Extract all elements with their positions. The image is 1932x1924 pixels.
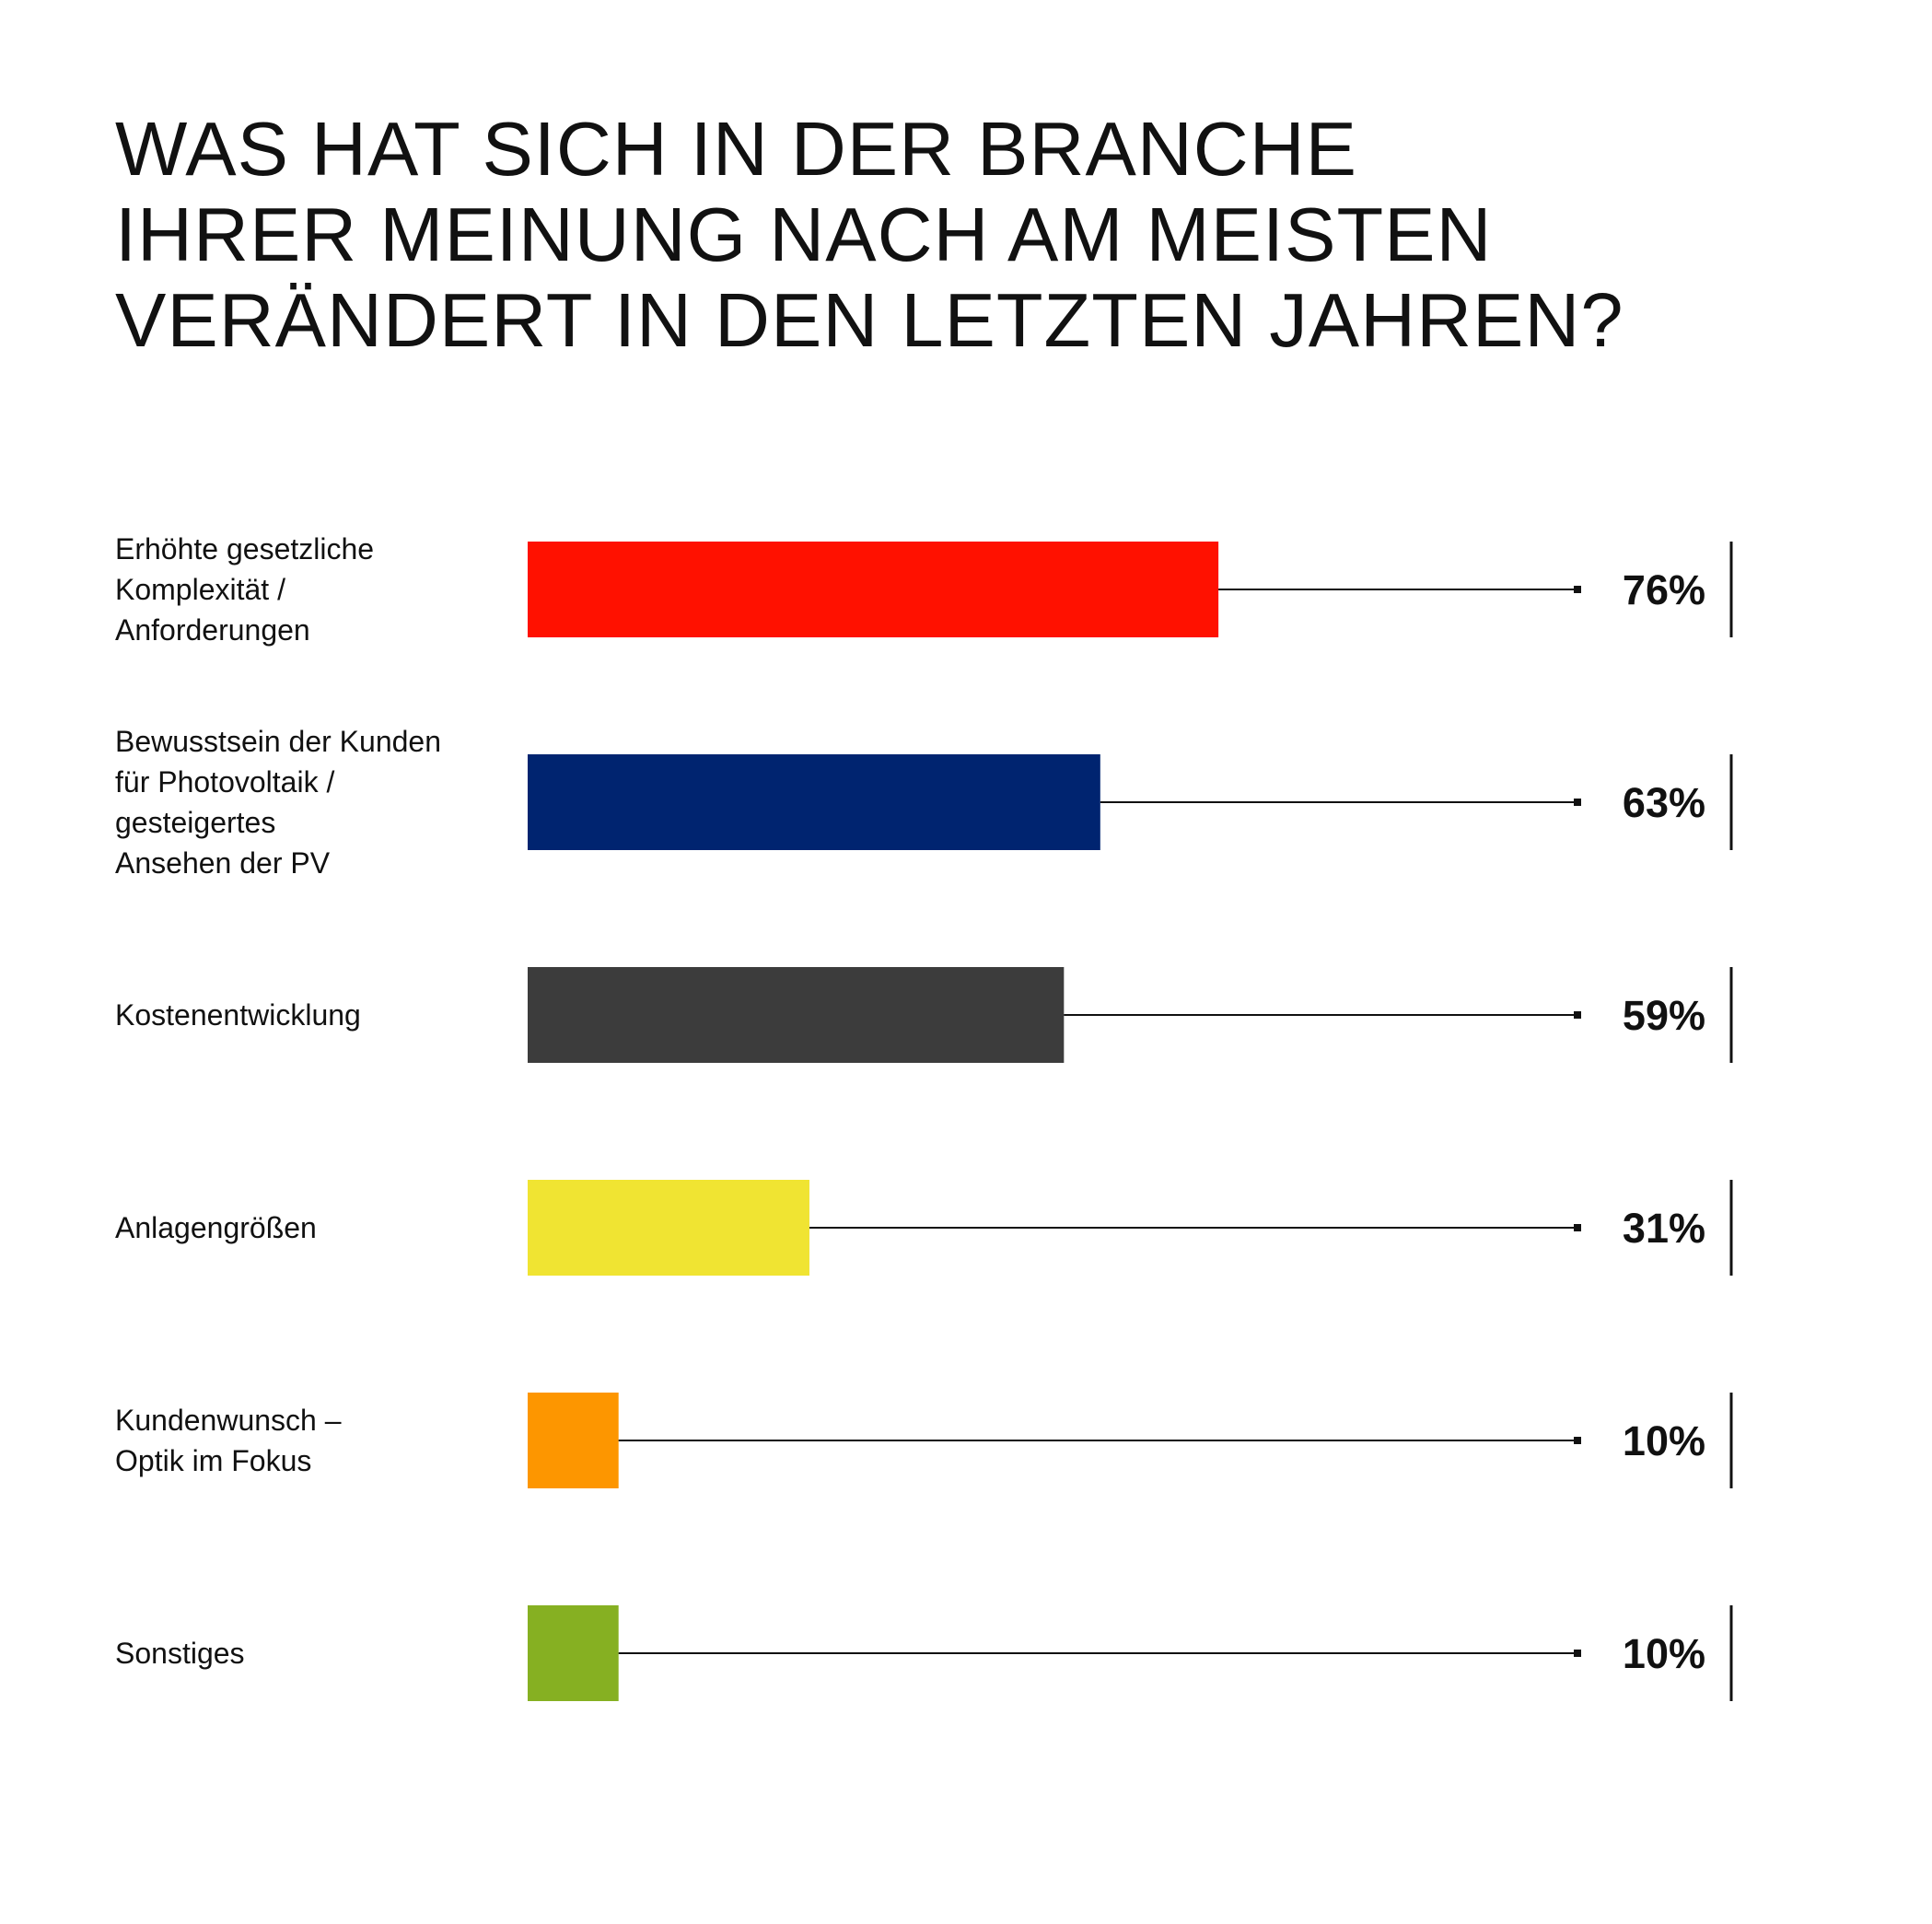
category-label-line: Bewusstsein der Kunden	[115, 725, 441, 758]
title-line-2: IHRER MEINUNG NACH AM MEISTEN	[115, 192, 1493, 277]
value-label: 10%	[1623, 1630, 1705, 1677]
leader-end-marker	[1574, 1011, 1581, 1019]
value-label: 10%	[1623, 1417, 1705, 1464]
leader-end-marker	[1574, 1437, 1581, 1444]
title-line-3: VERÄNDERT IN DEN LETZTEN JAHREN?	[115, 277, 1624, 363]
category-label: Kundenwunsch – Optik im Fokus	[115, 1404, 342, 1477]
category-label-line: Anforderungen	[115, 613, 310, 647]
category-label: Anlagengrößen	[115, 1211, 317, 1244]
category-label: Bewusstsein der Kunden für Photovoltaik /…	[115, 725, 441, 880]
category-label-line: Sonstiges	[115, 1637, 245, 1670]
bar	[528, 1180, 809, 1276]
bar	[528, 1393, 619, 1488]
category-label: Kostenentwicklung	[115, 998, 361, 1032]
value-label: 76%	[1623, 566, 1705, 613]
leader-end-marker	[1574, 586, 1581, 593]
category-label-line: Optik im Fokus	[115, 1444, 311, 1477]
bar	[528, 542, 1219, 637]
category-label-line: für Photovoltaik /	[115, 765, 334, 799]
value-label: 31%	[1623, 1205, 1705, 1252]
leader-end-marker	[1574, 1224, 1581, 1231]
category-label: Erhöhte gesetzliche Komplexität / Anforder…	[115, 532, 374, 647]
bar	[528, 754, 1100, 850]
leader-end-marker	[1574, 1650, 1581, 1657]
category-label: Sonstiges	[115, 1637, 245, 1670]
category-label-line: gesteigertes	[115, 806, 275, 839]
title-line-1: WAS HAT SICH IN DER BRANCHE	[115, 106, 1358, 192]
chart-title: WAS HAT SICH IN DER BRANCHE IHRER MEINUN…	[115, 106, 1819, 363]
category-label-line: Komplexität /	[115, 573, 285, 606]
bar	[528, 967, 1065, 1063]
leader-end-marker	[1574, 799, 1581, 806]
category-label-line: Kostenentwicklung	[115, 998, 361, 1032]
bar	[528, 1605, 619, 1701]
value-label: 63%	[1623, 779, 1705, 826]
category-label-line: Ansehen der PV	[115, 846, 331, 880]
category-label-line: Erhöhte gesetzliche	[115, 532, 374, 566]
value-label: 59%	[1623, 992, 1705, 1039]
category-label-line: Anlagengrößen	[115, 1211, 317, 1244]
category-label-line: Kundenwunsch –	[115, 1404, 342, 1437]
